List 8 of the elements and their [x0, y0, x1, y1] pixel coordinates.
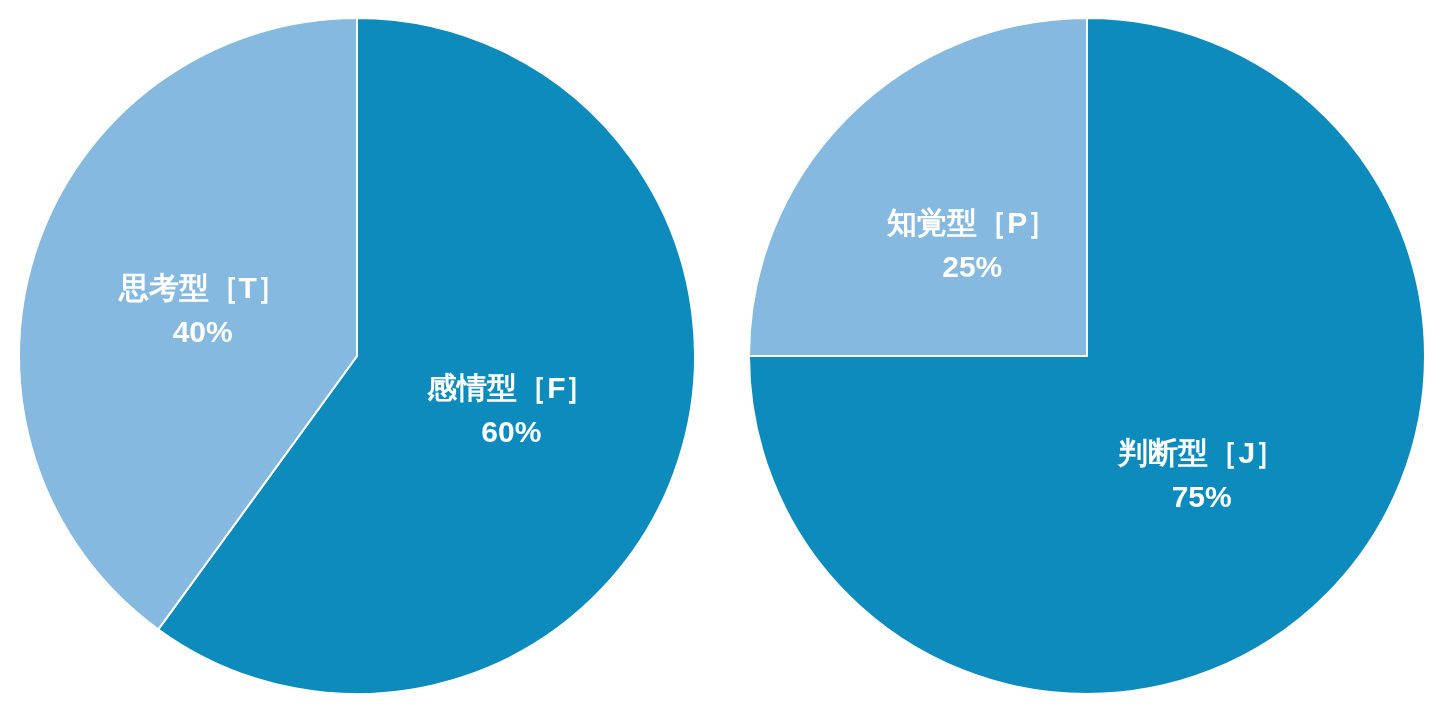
data-label: 75% [1171, 479, 1232, 513]
data-label: 40% [172, 314, 233, 348]
data-label: 60% [481, 415, 542, 449]
slice-label: 判断型［J］ [1117, 435, 1286, 469]
slice-label: 思考型［T］ [117, 270, 287, 304]
data-label: 25% [942, 250, 1003, 284]
slice-label: 知覚型［P］ [886, 206, 1058, 240]
slice-label: 感情型［F］ [426, 371, 596, 405]
